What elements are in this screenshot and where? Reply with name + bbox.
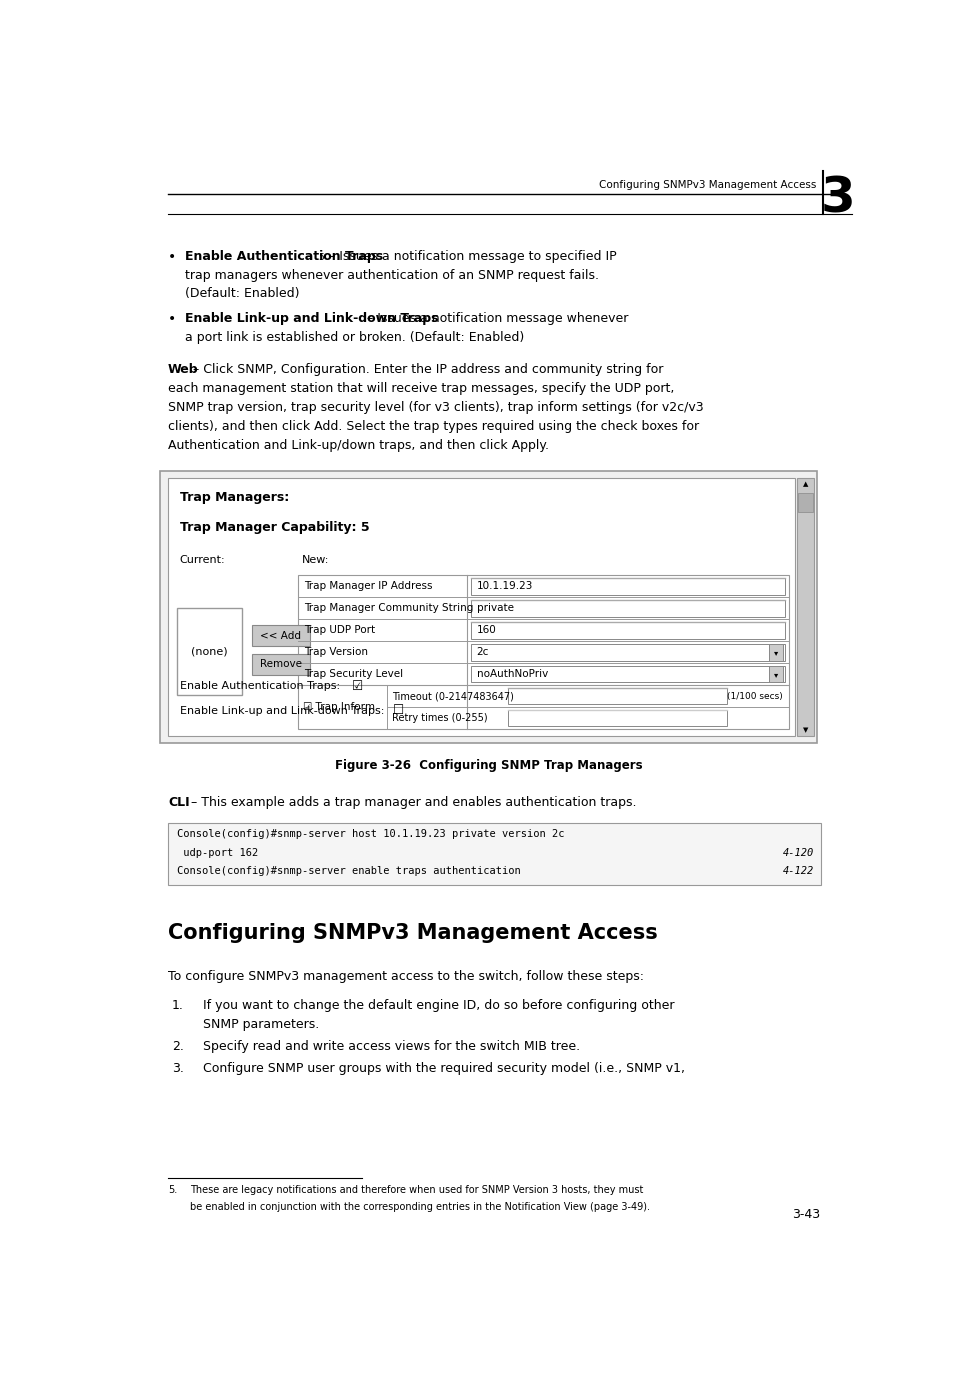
Text: Enable Link-up and Link-down Traps:: Enable Link-up and Link-down Traps: xyxy=(179,706,384,716)
Text: ▲: ▲ xyxy=(802,480,807,487)
Text: udp-port 162: udp-port 162 xyxy=(177,848,258,858)
Text: Console(config)#snmp-server host 10.1.19.23 private version 2c: Console(config)#snmp-server host 10.1.19… xyxy=(177,829,564,838)
Text: 3-43: 3-43 xyxy=(792,1209,820,1221)
Bar xyxy=(471,622,784,638)
Text: 10.1.19.23: 10.1.19.23 xyxy=(476,582,533,591)
Text: SNMP parameters.: SNMP parameters. xyxy=(203,1017,319,1031)
Text: Configuring SNMPv3 Management Access: Configuring SNMPv3 Management Access xyxy=(168,923,658,944)
Text: ☑: ☑ xyxy=(352,680,363,693)
Bar xyxy=(822,172,852,214)
Text: Trap Security Level: Trap Security Level xyxy=(304,669,403,679)
Bar xyxy=(176,608,242,694)
Text: Trap Manager Community String: Trap Manager Community String xyxy=(304,604,474,613)
Bar xyxy=(769,644,782,661)
Bar xyxy=(252,654,310,675)
Text: Authentication and Link-up/down traps, and then click Apply.: Authentication and Link-up/down traps, a… xyxy=(168,439,549,451)
Text: ☑ Trap Inform: ☑ Trap Inform xyxy=(303,702,375,712)
Text: Trap Managers:: Trap Managers: xyxy=(179,491,289,504)
Text: – Issues a notification message to specified IP: – Issues a notification message to speci… xyxy=(324,250,616,262)
Text: Web: Web xyxy=(168,364,198,376)
Text: •: • xyxy=(168,312,176,326)
Bar xyxy=(471,666,784,683)
Text: Specify read and write access views for the switch MIB tree.: Specify read and write access views for … xyxy=(203,1040,579,1052)
Text: private: private xyxy=(476,604,513,613)
Text: – This example adds a trap manager and enables authentication traps.: – This example adds a trap manager and e… xyxy=(187,797,636,809)
Text: Enable Authentication Traps: Enable Authentication Traps xyxy=(185,250,383,262)
Text: Configure SNMP user groups with the required security model (i.e., SNMP v1,: Configure SNMP user groups with the requ… xyxy=(203,1062,684,1074)
Text: ▼: ▼ xyxy=(802,727,807,733)
Text: ▾: ▾ xyxy=(774,648,778,657)
Text: Current:: Current: xyxy=(179,555,225,565)
Text: •: • xyxy=(168,250,176,264)
Text: CLI: CLI xyxy=(168,797,190,809)
Text: 2c: 2c xyxy=(476,647,488,658)
Bar xyxy=(298,576,788,729)
Text: 2.: 2. xyxy=(172,1040,184,1052)
Text: 1.: 1. xyxy=(172,999,184,1012)
Text: Enable Link-up and Link-down Traps: Enable Link-up and Link-down Traps xyxy=(185,312,438,325)
Text: Figure 3-26  Configuring SNMP Trap Managers: Figure 3-26 Configuring SNMP Trap Manage… xyxy=(335,759,642,773)
Bar xyxy=(507,711,726,726)
Bar xyxy=(471,600,784,616)
Text: These are legacy notifications and therefore when used for SNMP Version 3 hosts,: These are legacy notifications and there… xyxy=(190,1185,642,1195)
Text: clients), and then click Add. Select the trap types required using the check box: clients), and then click Add. Select the… xyxy=(168,421,699,433)
Bar xyxy=(797,477,813,737)
Text: a port link is established or broken. (Default: Enabled): a port link is established or broken. (D… xyxy=(185,330,524,344)
Text: Enable Authentication Traps:: Enable Authentication Traps: xyxy=(179,682,339,691)
Text: Remove: Remove xyxy=(259,659,301,669)
Text: 5.: 5. xyxy=(168,1185,177,1195)
Text: ▾: ▾ xyxy=(774,669,778,679)
Bar xyxy=(798,493,812,512)
Text: Trap UDP Port: Trap UDP Port xyxy=(304,625,375,636)
Text: 5: 5 xyxy=(318,253,324,262)
Text: Configuring SNMPv3 Management Access: Configuring SNMPv3 Management Access xyxy=(598,179,816,190)
Text: If you want to change the default engine ID, do so before configuring other: If you want to change the default engine… xyxy=(203,999,674,1012)
Bar xyxy=(160,472,816,743)
Text: (1/100 secs): (1/100 secs) xyxy=(726,691,781,701)
Bar xyxy=(168,823,820,886)
Text: 3.: 3. xyxy=(172,1062,184,1074)
Text: 160: 160 xyxy=(476,625,496,636)
Text: Console(config)#snmp-server enable traps authentication: Console(config)#snmp-server enable traps… xyxy=(177,866,520,876)
Text: Timeout (0-2147483647): Timeout (0-2147483647) xyxy=(392,691,514,701)
Text: Trap Version: Trap Version xyxy=(304,647,368,658)
Text: Trap Manager Capability: 5: Trap Manager Capability: 5 xyxy=(179,520,369,534)
Text: (none): (none) xyxy=(191,647,228,657)
Text: trap managers whenever authentication of an SNMP request fails.: trap managers whenever authentication of… xyxy=(185,269,598,282)
Bar xyxy=(507,688,726,704)
Text: 4-120: 4-120 xyxy=(782,848,814,858)
Text: be enabled in conjunction with the corresponding entries in the Notification Vie: be enabled in conjunction with the corre… xyxy=(190,1202,649,1212)
Text: each management station that will receive trap messages, specify the UDP port,: each management station that will receiv… xyxy=(168,382,674,396)
Bar xyxy=(168,477,794,737)
Text: SNMP trap version, trap security level (for v3 clients), trap inform settings (f: SNMP trap version, trap security level (… xyxy=(168,401,703,414)
Text: (Default: Enabled): (Default: Enabled) xyxy=(185,287,299,300)
Text: ☐: ☐ xyxy=(393,705,404,718)
Text: Trap Manager IP Address: Trap Manager IP Address xyxy=(304,582,433,591)
Bar xyxy=(471,644,784,661)
Text: – Click SNMP, Configuration. Enter the IP address and community string for: – Click SNMP, Configuration. Enter the I… xyxy=(189,364,662,376)
Text: 4-122: 4-122 xyxy=(782,866,814,876)
Text: To configure SNMPv3 management access to the switch, follow these steps:: To configure SNMPv3 management access to… xyxy=(168,970,643,983)
Text: New:: New: xyxy=(302,555,329,565)
Text: 3: 3 xyxy=(821,175,855,222)
Text: noAuthNoPriv: noAuthNoPriv xyxy=(476,669,547,679)
Bar xyxy=(252,625,310,645)
Text: Retry times (0-255): Retry times (0-255) xyxy=(392,713,487,723)
Bar xyxy=(471,579,784,594)
Bar xyxy=(769,666,782,683)
Text: << Add: << Add xyxy=(260,630,301,641)
Text: – Issues a notification message whenever: – Issues a notification message whenever xyxy=(363,312,628,325)
